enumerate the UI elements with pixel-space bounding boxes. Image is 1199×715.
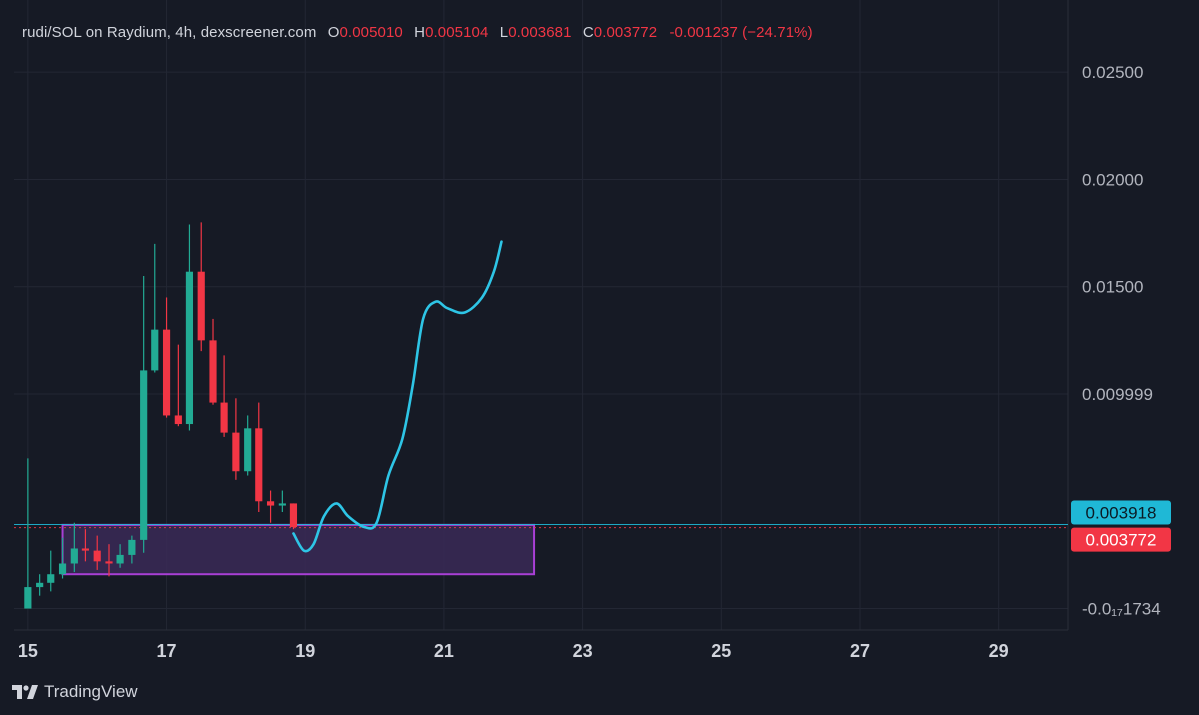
x-tick-label: 17	[157, 641, 177, 661]
candle-body	[266, 501, 275, 506]
price-lines	[14, 523, 1068, 529]
x-tick-label: 23	[573, 641, 593, 661]
high-label: H	[414, 24, 426, 41]
candles	[24, 222, 298, 609]
candle-body	[151, 329, 159, 371]
candle-body	[24, 587, 32, 609]
y-axis[interactable]: 0.02500 0.02000 0.01500 0.009999 -0.0₁₇1734	[1082, 63, 1161, 618]
x-axis[interactable]: 15 17 19 21 23 25 27 29	[18, 641, 1009, 661]
price-tag: 0.003772	[1071, 527, 1171, 552]
low-value: 0.003681	[508, 24, 572, 41]
high-value: 0.005104	[425, 24, 489, 41]
price-tag-bg	[1071, 527, 1171, 552]
candle-body	[162, 329, 171, 416]
candle-body	[70, 548, 78, 564]
candle-body	[255, 428, 263, 502]
price-tag: 0.003918	[1071, 500, 1171, 525]
open-label: O	[327, 24, 340, 41]
brand-name: TradingView	[44, 682, 138, 701]
x-tick-label: 19	[295, 641, 315, 661]
candle-body	[36, 582, 44, 588]
projection-path	[292, 240, 503, 553]
candle-body	[58, 563, 67, 575]
tradingview-brand[interactable]: TradingView	[12, 682, 138, 702]
candle-body	[232, 432, 240, 472]
close-value: 0.003772	[593, 24, 658, 41]
candle-body	[289, 503, 298, 528]
y-tick-label: -0.0₁₇1734	[1082, 600, 1161, 619]
candle-body	[81, 548, 90, 551]
price-tag-bg	[1071, 500, 1171, 525]
candle-body	[209, 340, 217, 403]
low-label: L	[499, 24, 509, 41]
candle-body	[128, 539, 136, 555]
price-tags: 0.003918 0.003772	[1071, 500, 1171, 552]
y-tick-label: 0.02000	[1082, 170, 1143, 189]
price-tag-label: 0.003772	[1086, 531, 1157, 550]
tradingview-logo-icon	[12, 685, 38, 699]
candle-body	[220, 402, 228, 433]
projection-curve	[292, 240, 503, 553]
x-tick-label: 15	[18, 641, 38, 661]
x-tick-label: 29	[989, 641, 1009, 661]
candle-body	[244, 428, 252, 472]
candle-body	[185, 271, 194, 425]
candle-body	[47, 574, 55, 583]
y-tick-label: 0.009999	[1082, 385, 1153, 404]
candle-body	[116, 554, 124, 564]
x-tick-label: 27	[850, 641, 870, 661]
candle-body	[93, 550, 101, 562]
symbol-title: rudi/SOL on Raydium, 4h, dexscreener.com	[22, 24, 317, 41]
price-tag-label: 0.003918	[1086, 503, 1157, 522]
x-tick-label: 25	[711, 641, 731, 661]
candle-body	[140, 370, 148, 540]
candle-body	[278, 503, 286, 506]
y-tick-label: 0.02500	[1082, 63, 1143, 82]
chart-grid	[14, 0, 1069, 631]
candle-body	[105, 561, 113, 564]
open-value: 0.005010	[339, 24, 403, 41]
y-tick-label: 0.01500	[1082, 278, 1143, 297]
chart-legend: rudi/SOL on Raydium, 4h, dexscreener.com…	[22, 24, 813, 41]
x-tick-label: 21	[434, 641, 454, 661]
close-label: C	[582, 24, 594, 41]
change-value: -0.001237 (−24.71%)	[669, 24, 813, 41]
candle-body	[174, 415, 182, 425]
candle-body	[197, 271, 205, 341]
